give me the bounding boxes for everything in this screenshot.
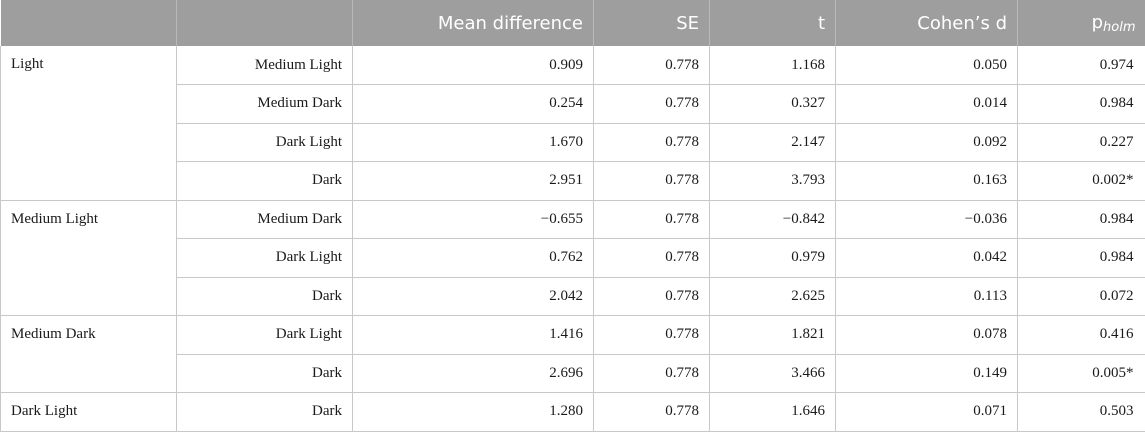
header-row: Mean difference SE t Cohen’s d pholm xyxy=(0,0,1145,46)
group-label: Dark Light xyxy=(0,392,177,432)
mean-difference-cell: 2.042 xyxy=(352,277,594,316)
se-cell: 0.778 xyxy=(593,354,710,393)
comparison-cell: Dark xyxy=(176,277,353,316)
table-row: Dark 2.696 0.778 3.466 0.149 0.005* xyxy=(1,354,1145,393)
group-label: Light xyxy=(0,46,177,201)
header-group-column xyxy=(0,0,177,46)
comparison-cell: Medium Dark xyxy=(176,200,353,239)
t-cell: 3.466 xyxy=(709,354,836,393)
cohens-d-cell: 0.014 xyxy=(835,84,1018,124)
table-body: Light Medium Light 0.909 0.778 1.168 0.050 0.9… xyxy=(0,46,1145,432)
se-cell: 0.778 xyxy=(593,46,710,85)
table-row: Dark Light 0.762 0.778 0.979 0.042 0.984 xyxy=(1,238,1145,278)
mean-difference-cell: −0.655 xyxy=(352,200,594,239)
cohens-d-cell: 0.092 xyxy=(835,123,1018,162)
t-cell: 2.625 xyxy=(709,277,836,316)
t-cell: 1.168 xyxy=(709,46,836,85)
cohens-d-cell: 0.042 xyxy=(835,238,1018,278)
p-holm-cell: 0.984 xyxy=(1017,238,1145,278)
table-header: Mean difference SE t Cohen’s d pholm xyxy=(0,0,1145,46)
comparison-cell: Dark xyxy=(176,161,353,201)
t-cell: 1.821 xyxy=(709,315,836,355)
cohens-d-cell: 0.071 xyxy=(835,392,1018,432)
comparison-cell: Dark Light xyxy=(176,123,353,162)
se-cell: 0.778 xyxy=(593,161,710,201)
comparison-cell: Dark xyxy=(176,392,353,432)
se-cell: 0.778 xyxy=(593,277,710,316)
mean-difference-cell: 0.762 xyxy=(352,238,594,278)
comparison-cell: Dark xyxy=(176,354,353,393)
se-cell: 0.778 xyxy=(593,315,710,355)
cohens-d-cell: 0.163 xyxy=(835,161,1018,201)
comparison-cell: Medium Light xyxy=(176,46,353,85)
comparison-cell: Dark Light xyxy=(176,315,353,355)
cohens-d-cell: 0.149 xyxy=(835,354,1018,393)
table-row: Light Medium Light 0.909 0.778 1.168 0.050 0.9… xyxy=(0,46,1145,201)
header-mean-difference: Mean difference xyxy=(352,0,594,46)
p-holm-cell: 0.974 xyxy=(1017,46,1145,85)
cohens-d-cell: 0.113 xyxy=(835,277,1018,316)
p-holm-cell: 0.005* xyxy=(1017,354,1145,393)
t-cell: 0.979 xyxy=(709,238,836,278)
p-holm-cell: 0.072 xyxy=(1017,277,1145,316)
table-row: Dark Light 1.670 0.778 2.147 0.092 0.227 xyxy=(1,123,1145,162)
table-row: Medium Dark Dark Light 1.416 0.778 1.821 0.07… xyxy=(0,315,1145,393)
group-label: Medium Light xyxy=(0,200,177,316)
table-row: Medium Dark 0.254 0.778 0.327 0.014 0.984 xyxy=(1,84,1145,124)
header-comparison-column xyxy=(176,0,353,46)
cohens-d-cell: −0.036 xyxy=(835,200,1018,239)
header-se: SE xyxy=(593,0,710,46)
header-cohens-d: Cohen’s d xyxy=(835,0,1018,46)
table-row: Medium Light Medium Dark −0.655 0.778 −0.842… xyxy=(0,200,1145,316)
se-cell: 0.778 xyxy=(593,392,710,432)
mean-difference-cell: 1.416 xyxy=(352,315,594,355)
se-cell: 0.778 xyxy=(593,123,710,162)
mean-difference-cell: 0.909 xyxy=(352,46,594,85)
mean-difference-cell: 1.280 xyxy=(352,392,594,432)
mean-difference-cell: 0.254 xyxy=(352,84,594,124)
mean-difference-cell: 1.670 xyxy=(352,123,594,162)
cohens-d-cell: 0.050 xyxy=(835,46,1018,85)
se-cell: 0.778 xyxy=(593,84,710,124)
se-cell: 0.778 xyxy=(593,238,710,278)
header-t: t xyxy=(709,0,836,46)
table-row: Dark Light Dark 1.280 0.778 1.646 0.071 0.503 xyxy=(0,392,1145,432)
t-cell: 0.327 xyxy=(709,84,836,124)
t-cell: 2.147 xyxy=(709,123,836,162)
t-cell: 3.793 xyxy=(709,161,836,201)
t-cell: 1.646 xyxy=(709,392,836,432)
p-holm-cell: 0.503 xyxy=(1017,392,1145,432)
group-label: Medium Dark xyxy=(0,315,177,393)
se-cell: 0.778 xyxy=(593,200,710,239)
p-main: p xyxy=(1091,11,1104,33)
mean-difference-cell: 2.696 xyxy=(352,354,594,393)
p-holm-cell: 0.984 xyxy=(1017,84,1145,124)
p-subscript: holm xyxy=(1103,19,1136,35)
p-holm-cell: 0.002* xyxy=(1017,161,1145,201)
table-row: Dark 2.951 0.778 3.793 0.163 0.002* xyxy=(1,161,1145,201)
p-holm-cell: 0.416 xyxy=(1017,315,1145,355)
t-cell: −0.842 xyxy=(709,200,836,239)
p-holm-cell: 0.227 xyxy=(1017,123,1145,162)
mean-difference-cell: 2.951 xyxy=(352,161,594,201)
table-row: Dark 2.042 0.778 2.625 0.113 0.072 xyxy=(1,277,1145,316)
p-holm-cell: 0.984 xyxy=(1017,200,1145,239)
header-p-holm: pholm xyxy=(1017,0,1145,46)
cohens-d-cell: 0.078 xyxy=(835,315,1018,355)
comparison-cell: Dark Light xyxy=(176,238,353,278)
comparison-cell: Medium Dark xyxy=(176,84,353,124)
